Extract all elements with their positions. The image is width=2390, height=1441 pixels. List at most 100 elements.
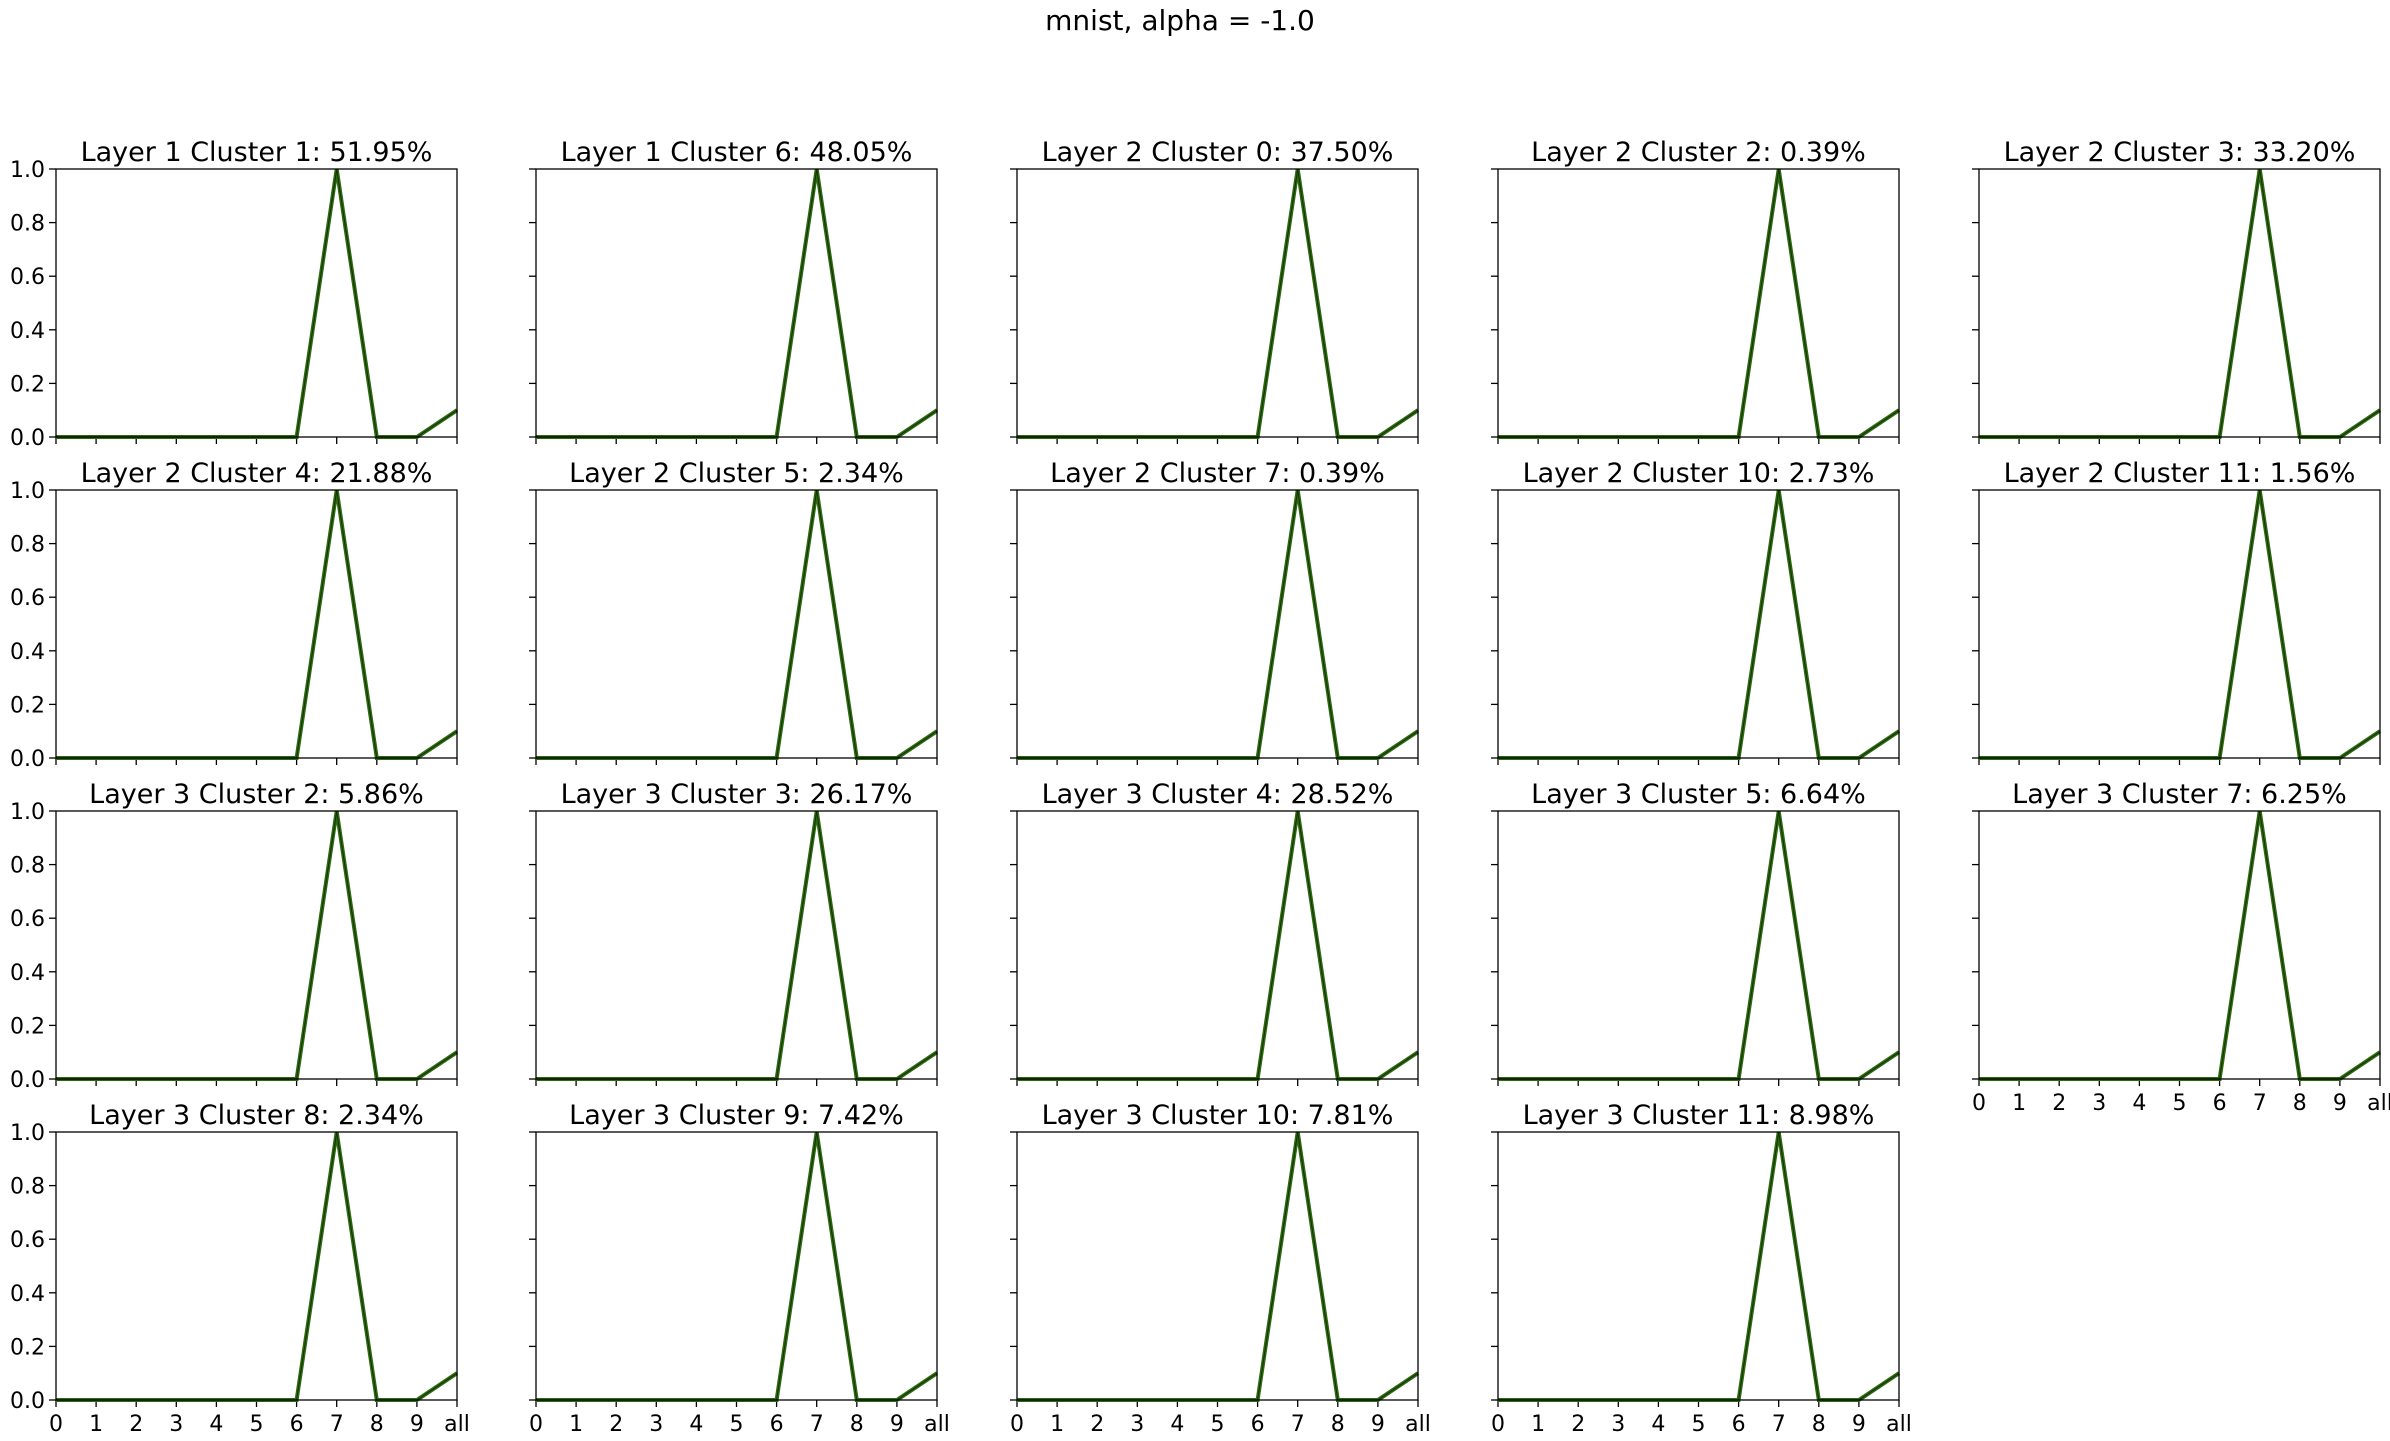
- y-tick-label: 0.4: [10, 640, 45, 665]
- axes-frame: [1497, 810, 1900, 1080]
- subplot-2: Layer 1 Cluster 6: 48.05%: [529, 137, 939, 444]
- x-tick-label: 3: [2092, 1091, 2106, 1116]
- axes-frame: [1497, 489, 1900, 759]
- subplot-4: Layer 2 Cluster 2: 0.39%: [1491, 137, 1901, 444]
- x-tick-label: 8: [850, 1412, 864, 1437]
- series-line: [1498, 489, 1901, 760]
- y-tick-label: 0.2: [10, 372, 45, 397]
- x-tick-label: 5: [2173, 1091, 2187, 1116]
- x-tick-label: 4: [1170, 1412, 1184, 1437]
- x-tick-label: 7: [810, 1412, 824, 1437]
- series-line-overlay: [1498, 168, 1900, 438]
- x-tick-label: 7: [2253, 1091, 2267, 1116]
- axes-frame: [1978, 810, 2381, 1080]
- x-tick-label: 5: [1692, 1412, 1706, 1437]
- x-tick-label: 0: [49, 1412, 63, 1437]
- y-tick-label: 0.8: [10, 854, 45, 879]
- y-tick-label: 1.0: [10, 158, 45, 183]
- subplot-title: Layer 1 Cluster 6: 48.05%: [561, 137, 913, 168]
- subplot-title: Layer 3 Cluster 11: 8.98%: [1523, 1100, 1875, 1131]
- series-line: [1979, 489, 2382, 760]
- series-line-overlay: [1017, 810, 1419, 1080]
- x-tick-label: 9: [1371, 1412, 1385, 1437]
- y-tick-label: 0.0: [10, 747, 45, 772]
- subplot-12: Layer 3 Cluster 3: 26.17%: [529, 779, 939, 1086]
- y-tick-label: 1.0: [10, 800, 45, 825]
- subplot-title: Layer 3 Cluster 7: 6.25%: [2012, 779, 2347, 810]
- series-line: [536, 810, 939, 1081]
- x-tick-label: 8: [1812, 1412, 1826, 1437]
- axes-frame: [535, 489, 938, 759]
- subplot-9: Layer 2 Cluster 10: 2.73%: [1491, 458, 1901, 765]
- x-tick-label: 8: [2293, 1091, 2307, 1116]
- series-line: [1498, 810, 1901, 1081]
- subplot-15: Layer 3 Cluster 7: 6.25% 0 1 2 3 4 5 6 7 8 9 all: [1972, 779, 2390, 1116]
- x-tick-label: 6: [770, 1412, 784, 1437]
- x-tick-label: 1: [89, 1412, 103, 1437]
- series-line: [1017, 168, 1420, 439]
- axes-frame: [55, 489, 458, 759]
- subplot-11: Layer 3 Cluster 2: 5.86% 0.0 0.2 0.4 0.6 0.8 1…: [10, 779, 459, 1093]
- x-tick-label: 6: [290, 1412, 304, 1437]
- x-tick-label: 0: [529, 1412, 543, 1437]
- series-line-overlay: [1979, 489, 2381, 759]
- subplot-title: Layer 3 Cluster 9: 7.42%: [569, 1100, 904, 1131]
- series-line: [536, 489, 939, 760]
- series-line: [1498, 168, 1901, 439]
- series-line-overlay: [1017, 489, 1419, 759]
- y-tick-label: 0.4: [10, 961, 45, 986]
- series-line-overlay: [56, 168, 458, 438]
- x-tick-label: 2: [1090, 1412, 1104, 1437]
- subplot-title: Layer 2 Cluster 5: 2.34%: [569, 458, 904, 489]
- y-tick-label: 0.0: [10, 1068, 45, 1093]
- subplot-13: Layer 3 Cluster 4: 28.52%: [1010, 779, 1420, 1086]
- x-tick-label: 6: [1732, 1412, 1746, 1437]
- figure-suptitle: mnist, alpha = -1.0: [1045, 4, 1315, 37]
- subplot-title: Layer 2 Cluster 0: 37.50%: [1042, 137, 1394, 168]
- x-tick-label: 3: [169, 1412, 183, 1437]
- x-tick-label: 9: [410, 1412, 424, 1437]
- y-tick-label: 0.0: [10, 426, 45, 451]
- x-tick-label: 4: [1651, 1412, 1665, 1437]
- y-tick-label: 1.0: [10, 1121, 45, 1146]
- x-tick-label: 6: [1251, 1412, 1265, 1437]
- y-tick-label: 0.4: [10, 1282, 45, 1307]
- subplot-3: Layer 2 Cluster 0: 37.50%: [1010, 137, 1420, 444]
- y-tick-label: 0.2: [10, 1014, 45, 1039]
- y-tick-label: 0.8: [10, 212, 45, 237]
- subplot-title: Layer 2 Cluster 4: 21.88%: [81, 458, 433, 489]
- series-line-overlay: [56, 1131, 458, 1401]
- series-line-overlay: [1979, 810, 2381, 1080]
- y-tick-label: 0.6: [10, 265, 45, 290]
- series-line-overlay: [1017, 1131, 1419, 1401]
- subplot-title: Layer 2 Cluster 10: 2.73%: [1523, 458, 1875, 489]
- x-tick-label: 1: [2012, 1091, 2026, 1116]
- x-tick-label: 0: [1010, 1412, 1024, 1437]
- subplot-title: Layer 3 Cluster 8: 2.34%: [89, 1100, 424, 1131]
- subplot-grid: Layer 1 Cluster 1: 51.95% 0.0 0.2 0.4 0.6 0.8…: [10, 137, 2390, 1437]
- axes-frame: [1016, 810, 1419, 1080]
- x-tick-label: 8: [370, 1412, 384, 1437]
- subplot-title: Layer 2 Cluster 7: 0.39%: [1050, 458, 1385, 489]
- subplot-8: Layer 2 Cluster 7: 0.39%: [1010, 458, 1420, 765]
- axes-frame: [1016, 1131, 1419, 1401]
- x-tick-label: all: [924, 1412, 950, 1437]
- x-tick-label: 6: [2213, 1091, 2227, 1116]
- y-tick-label: 0.6: [10, 586, 45, 611]
- axes-frame: [1978, 489, 2381, 759]
- series-line: [536, 168, 939, 439]
- y-tick-label: 1.0: [10, 479, 45, 504]
- x-tick-label: 3: [1130, 1412, 1144, 1437]
- series-line: [1017, 1131, 1420, 1402]
- x-tick-label: 2: [1571, 1412, 1585, 1437]
- y-tick-label: 0.2: [10, 1335, 45, 1360]
- x-tick-label: 3: [1611, 1412, 1625, 1437]
- y-tick-label: 0.4: [10, 319, 45, 344]
- subplot-title: Layer 2 Cluster 11: 1.56%: [2004, 458, 2356, 489]
- x-tick-label: 5: [250, 1412, 264, 1437]
- subplot-title: Layer 1 Cluster 1: 51.95%: [81, 137, 433, 168]
- subplot-title: Layer 3 Cluster 3: 26.17%: [561, 779, 913, 810]
- series-line-overlay: [536, 1131, 938, 1401]
- x-tick-label: 0: [1491, 1412, 1505, 1437]
